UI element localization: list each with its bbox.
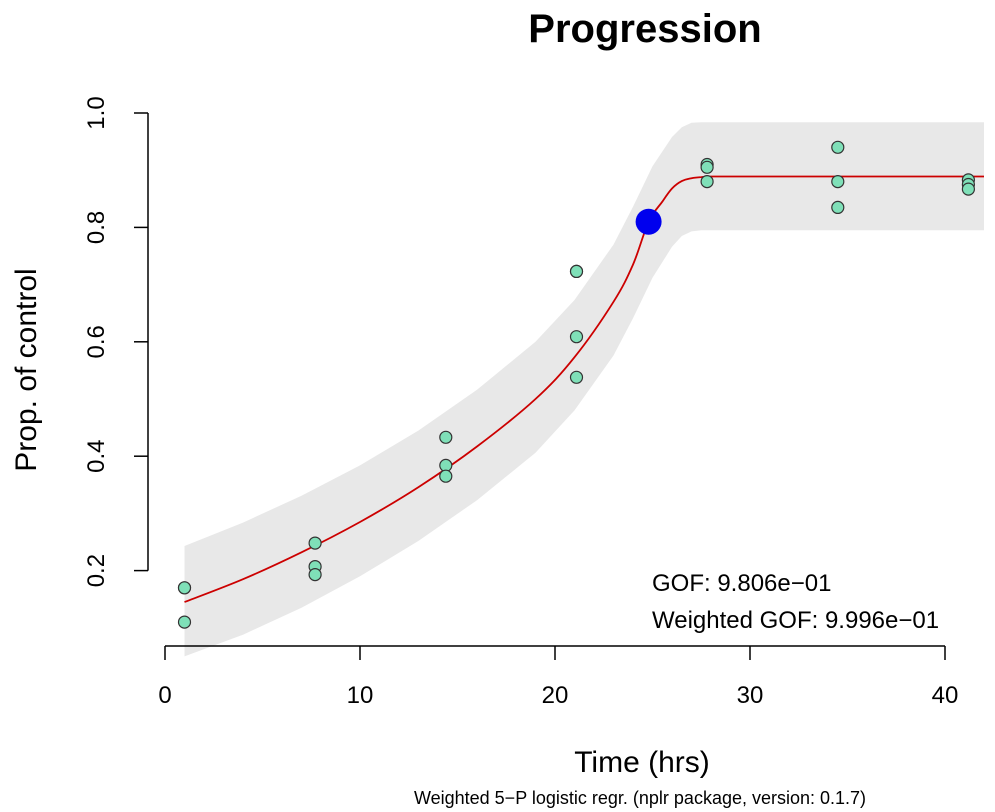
y-axis: 0.2 0.4 0.6 0.8 1.0 xyxy=(83,96,149,587)
data-point xyxy=(439,458,453,472)
data-point xyxy=(831,140,845,154)
x-axis: 0 10 20 30 40 xyxy=(158,645,959,709)
x-axis-label: Time (hrs) xyxy=(574,746,710,779)
data-point xyxy=(439,430,453,444)
data-point xyxy=(177,615,192,629)
data-point xyxy=(569,330,584,344)
x-tick-label: 30 xyxy=(737,682,764,709)
y-tick-label: 0.4 xyxy=(83,440,110,473)
y-tick-label: 0.8 xyxy=(83,211,110,244)
weighted-gof-annotation: Weighted GOF: 9.996e−01 xyxy=(652,607,939,634)
highlight-point xyxy=(635,208,662,235)
data-point xyxy=(700,175,714,189)
x-tick-label: 10 xyxy=(347,682,374,709)
data-point xyxy=(439,469,453,483)
x-tick-label: 0 xyxy=(158,682,171,709)
x-tick-label: 40 xyxy=(932,682,959,709)
gof-annotation: GOF: 9.806e−01 xyxy=(652,570,831,597)
data-point xyxy=(308,567,322,582)
data-point xyxy=(700,160,714,174)
y-tick-label: 0.6 xyxy=(83,325,110,358)
y-axis-label: Prop. of control xyxy=(10,268,43,471)
y-tick-label: 0.2 xyxy=(83,554,110,587)
data-point xyxy=(831,175,845,189)
data-points xyxy=(177,140,976,629)
data-point xyxy=(961,182,976,196)
chart-title: Progression xyxy=(528,7,761,51)
confidence-band xyxy=(184,122,984,657)
data-point xyxy=(569,370,584,384)
data-point xyxy=(831,200,845,214)
data-point xyxy=(177,581,192,595)
data-point xyxy=(308,536,322,550)
data-point xyxy=(569,264,584,278)
fit-curve xyxy=(184,175,984,603)
chart-subtitle: Weighted 5−P logistic regr. (nplr packag… xyxy=(414,788,866,808)
x-tick-label: 20 xyxy=(542,682,569,709)
y-tick-label: 1.0 xyxy=(83,96,110,129)
